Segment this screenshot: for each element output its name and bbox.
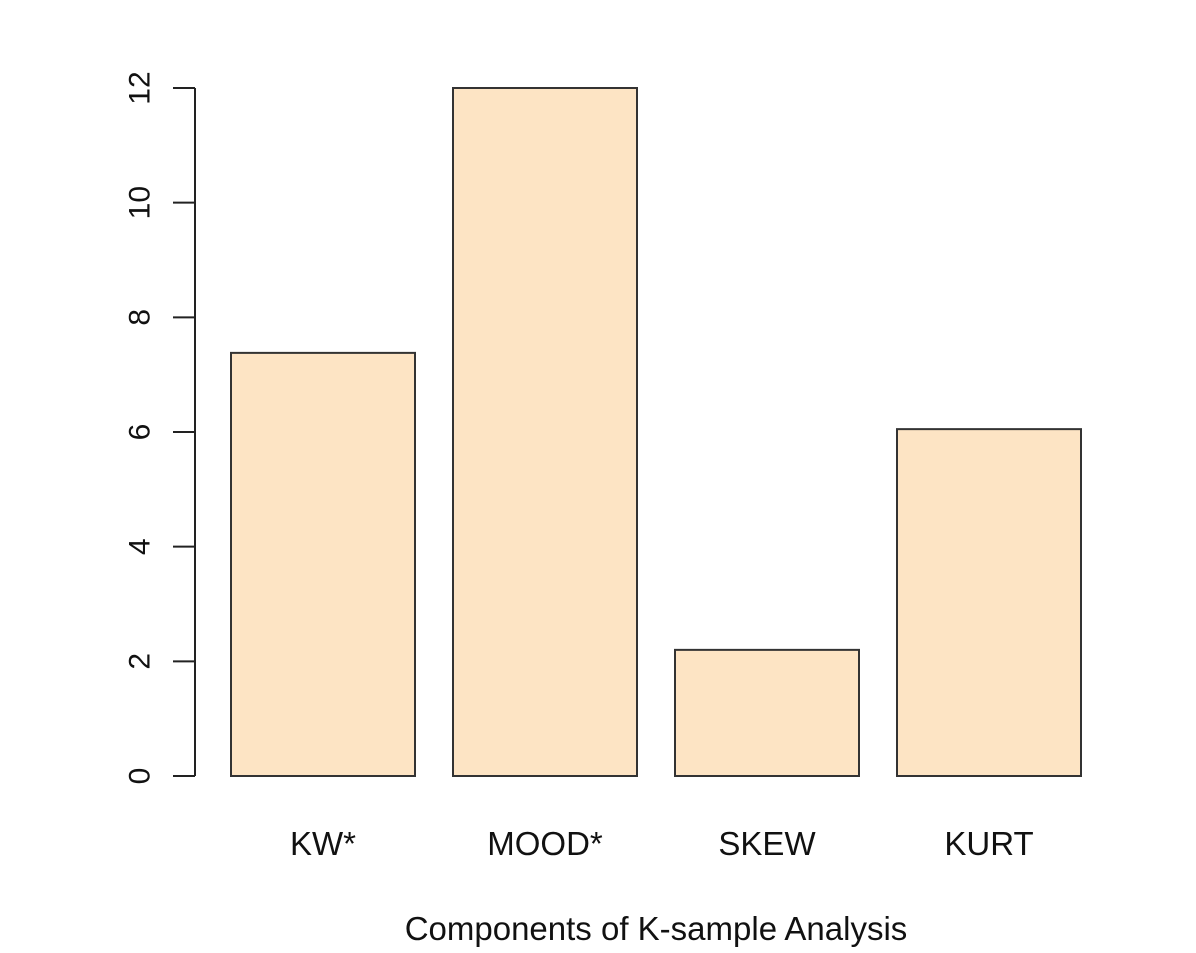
x-axis-title: Components of K-sample Analysis xyxy=(405,910,908,947)
y-tick-label: 4 xyxy=(124,538,157,555)
bar-skew xyxy=(674,648,860,777)
y-tick-label: 6 xyxy=(124,424,157,441)
y-tick-label: 12 xyxy=(124,71,157,104)
bar-kw xyxy=(230,351,416,777)
x-category-label: KURT xyxy=(944,825,1033,862)
y-tick-label: 8 xyxy=(124,309,157,326)
y-tick-label: 0 xyxy=(124,768,157,785)
bar-kurt xyxy=(896,428,1082,777)
y-ticks: 0 2 4 6 8 10 12 xyxy=(124,71,195,785)
y-axis: 0 2 4 6 8 10 12 xyxy=(124,71,196,784)
x-category-labels: KW* MOOD* SKEW KURT xyxy=(290,825,1034,862)
y-tick-label: 2 xyxy=(124,653,157,670)
x-category-label: SKEW xyxy=(718,825,816,862)
x-category-label: MOOD* xyxy=(487,825,603,862)
y-tick-label: 10 xyxy=(124,186,157,219)
bar-mood xyxy=(452,87,638,777)
bars-layer xyxy=(230,87,1082,777)
x-category-label: KW* xyxy=(290,825,356,862)
